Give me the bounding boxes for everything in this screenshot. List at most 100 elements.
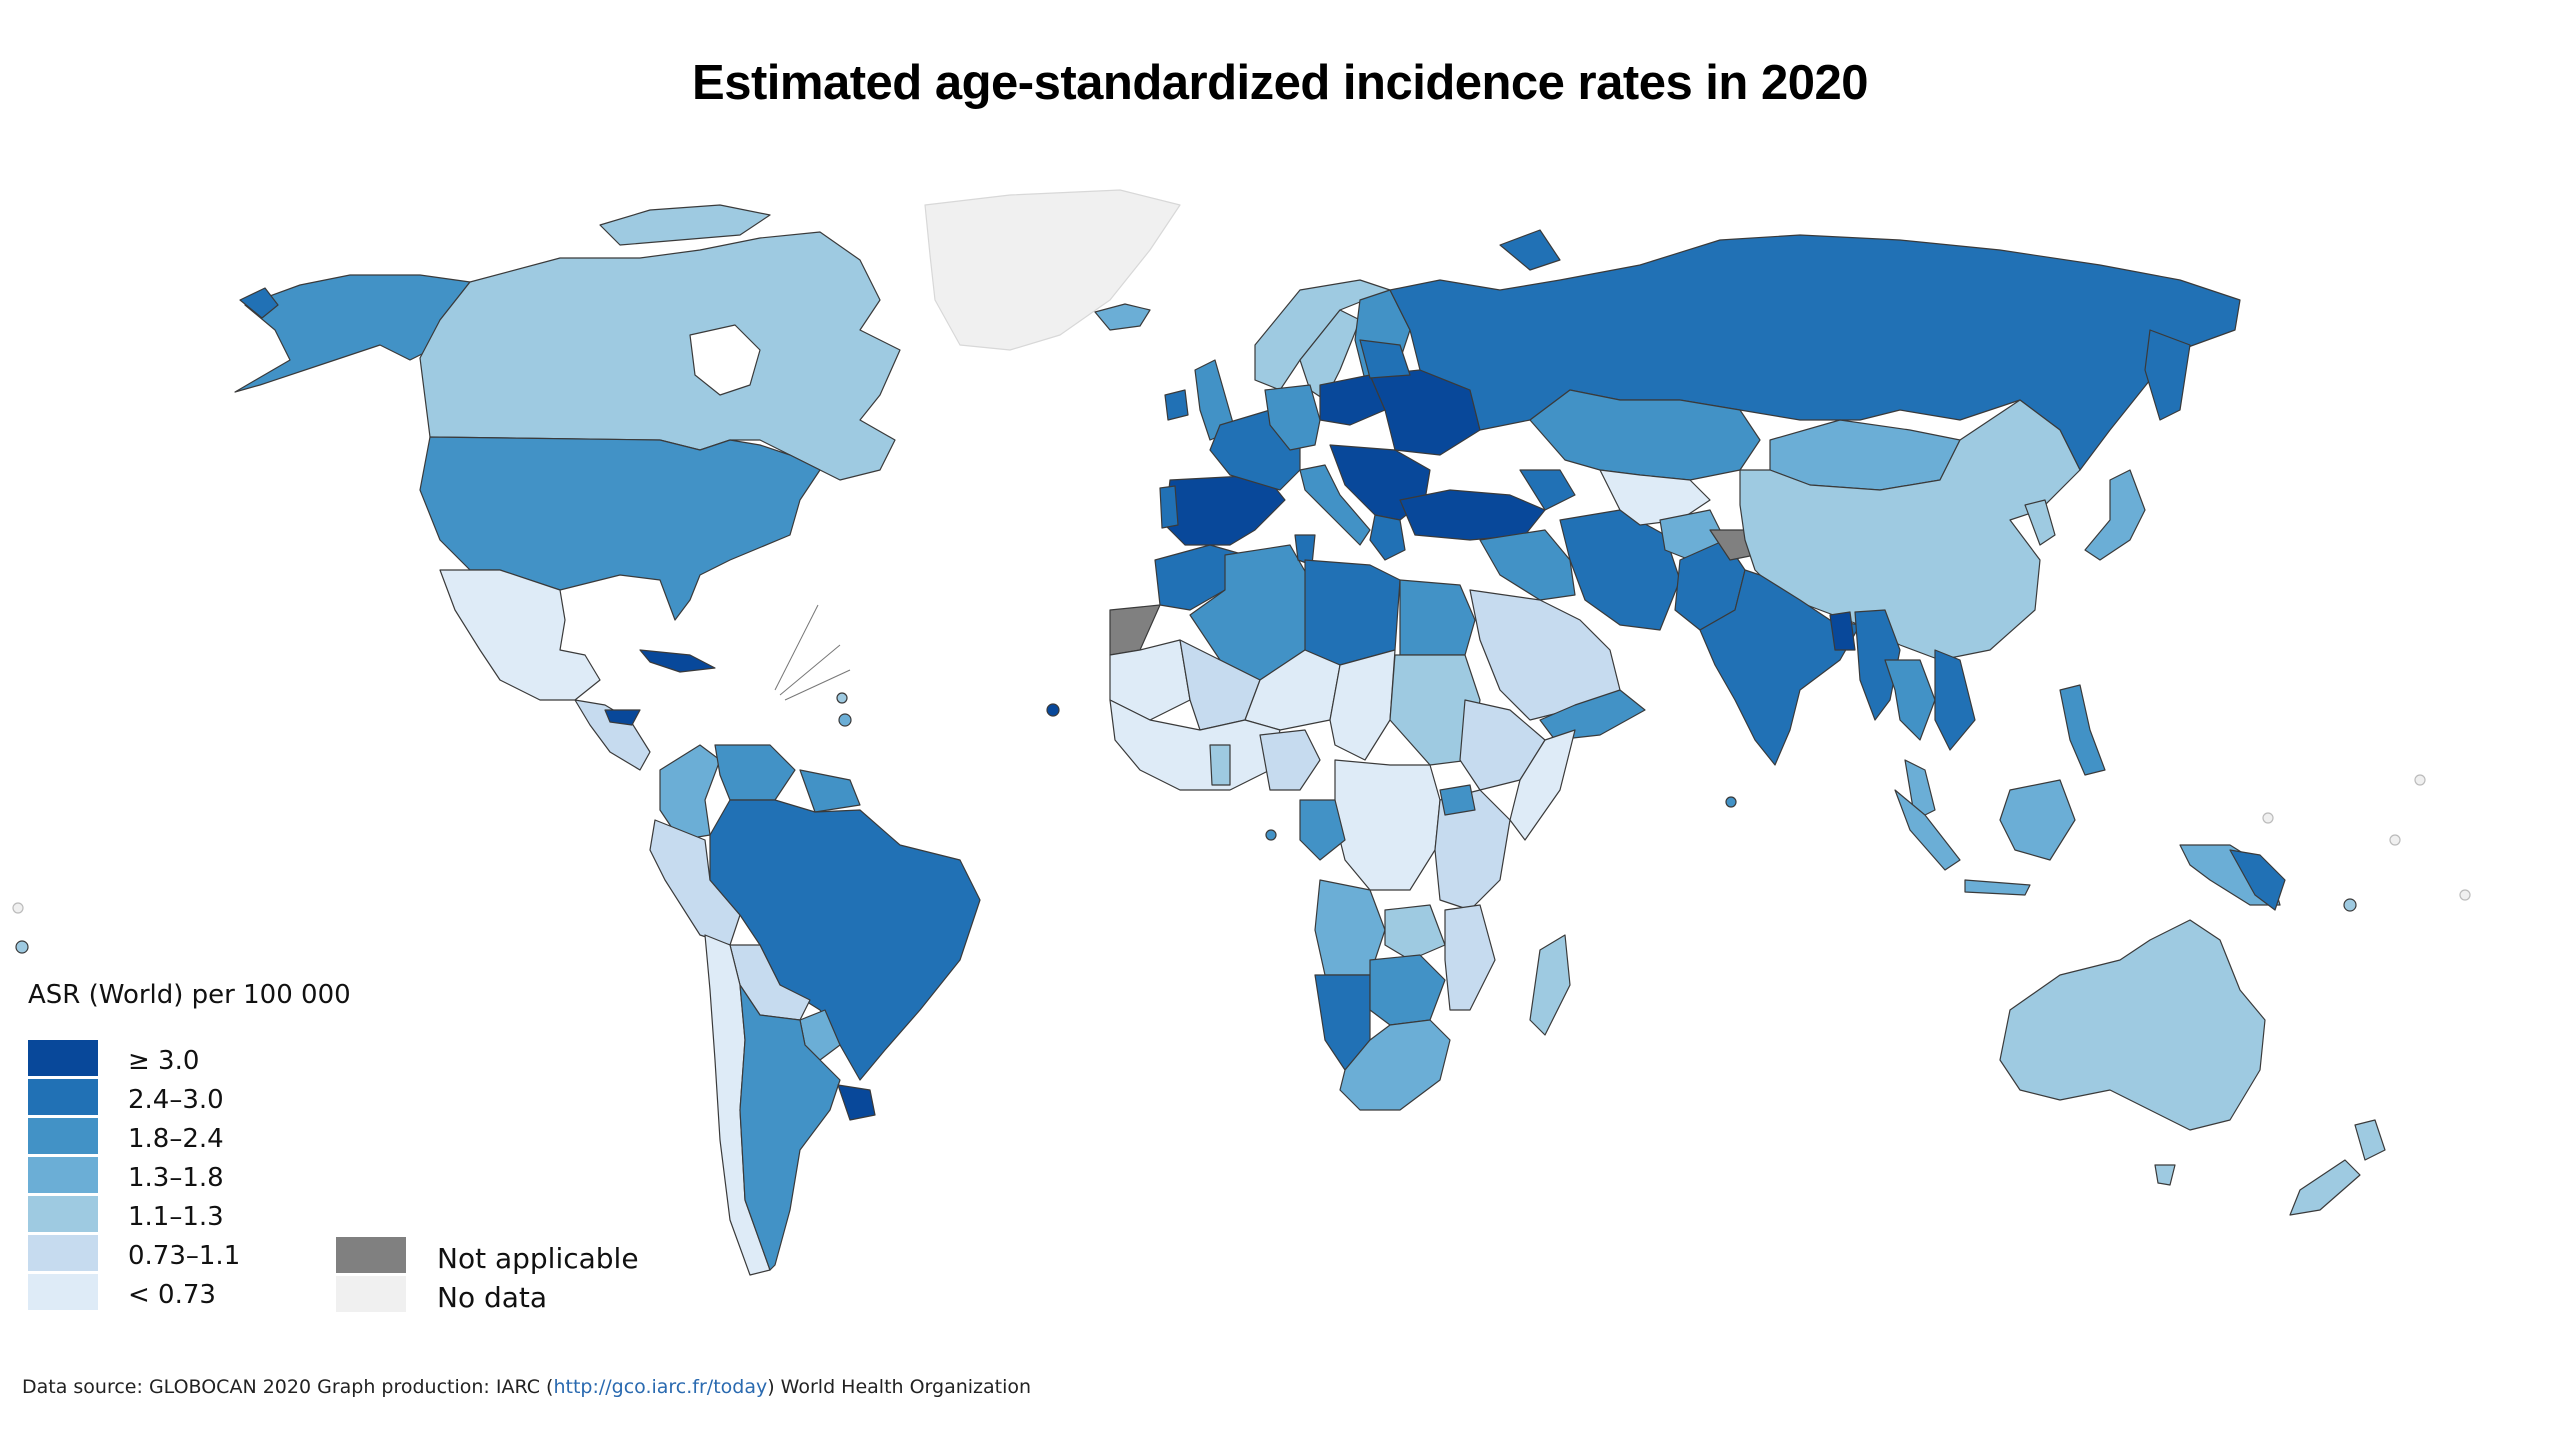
region-india bbox=[1699, 569, 1861, 766]
legend-label-1: ≥ 3.0 bbox=[128, 1046, 200, 1076]
legend-swatch-1 bbox=[28, 1040, 98, 1076]
region-central-america bbox=[574, 699, 651, 771]
region-kenya-tanzania bbox=[1434, 789, 1511, 911]
legend-label-4: 1.3–1.8 bbox=[128, 1163, 224, 1193]
source-link[interactable]: http://gco.iarc.fr/today bbox=[553, 1376, 768, 1398]
region-uruguay bbox=[837, 1084, 876, 1121]
region-ireland bbox=[1164, 389, 1189, 421]
region-nigeria bbox=[1259, 729, 1321, 791]
region-south-africa bbox=[1339, 1019, 1451, 1111]
legend-swatch-4 bbox=[28, 1157, 98, 1193]
region-botswana-zimbabwe bbox=[1369, 954, 1446, 1026]
region-pacific-2 bbox=[2262, 812, 2274, 824]
region-caribbean-2 bbox=[836, 692, 848, 704]
region-italy bbox=[1299, 464, 1371, 546]
region-cape-verde bbox=[1046, 703, 1060, 717]
region-alaska bbox=[234, 274, 471, 393]
legend-label-2: 2.4–3.0 bbox=[128, 1085, 224, 1115]
region-argentina bbox=[739, 984, 841, 1271]
legend-label-not-applicable: Not applicable bbox=[437, 1242, 639, 1275]
region-mozambique bbox=[1444, 904, 1496, 1011]
source-prefix: Data source: GLOBOCAN 2020 Graph product… bbox=[22, 1376, 554, 1398]
region-portugal bbox=[1159, 485, 1179, 529]
region-turkey bbox=[1399, 489, 1546, 541]
region-iceland bbox=[1094, 303, 1151, 331]
region-guianas bbox=[799, 769, 861, 813]
region-pacific-3 bbox=[2414, 774, 2426, 786]
region-sumatra bbox=[1894, 789, 1961, 871]
region-java bbox=[1964, 879, 2031, 896]
region-venezuela bbox=[714, 744, 796, 801]
region-hudson-bay bbox=[689, 324, 761, 396]
region-honduras bbox=[604, 709, 641, 726]
region-bangladesh bbox=[1829, 611, 1856, 651]
legend-swatch-5 bbox=[28, 1196, 98, 1232]
region-thailand bbox=[1884, 659, 1936, 741]
callout-line bbox=[774, 604, 819, 691]
region-pacific-4 bbox=[2389, 834, 2401, 846]
region-iraq-syria bbox=[1479, 529, 1576, 601]
region-madagascar bbox=[1529, 934, 1571, 1036]
region-cuba bbox=[639, 649, 716, 673]
region-russia-north bbox=[1499, 229, 1561, 271]
region-pacific-5 bbox=[2459, 889, 2471, 901]
legend-swatch-no-data bbox=[336, 1276, 406, 1312]
region-mexico bbox=[439, 569, 601, 701]
callout-line bbox=[779, 644, 841, 696]
source-suffix: ) World Health Organization bbox=[767, 1376, 1032, 1398]
region-kazakhstan bbox=[1529, 389, 1761, 481]
region-uganda bbox=[1439, 784, 1476, 816]
legend-swatch-3 bbox=[28, 1118, 98, 1154]
region-vietnam bbox=[1934, 649, 1976, 751]
legend-label-3: 1.8–2.4 bbox=[128, 1124, 224, 1154]
region-libya bbox=[1304, 559, 1401, 666]
callout-line bbox=[784, 669, 851, 701]
region-chad bbox=[1329, 649, 1396, 761]
region-caucasus bbox=[1519, 469, 1576, 511]
legend-label-7: < 0.73 bbox=[128, 1280, 216, 1310]
legend-label-no-data: No data bbox=[437, 1281, 548, 1314]
region-colombia bbox=[659, 744, 721, 841]
page-title: Estimated age-standardized incidence rat… bbox=[692, 56, 1868, 110]
region-philippines bbox=[2059, 684, 2106, 776]
region-fiji bbox=[2343, 898, 2357, 912]
region-myanmar bbox=[1854, 609, 1901, 721]
region-somalia bbox=[1509, 729, 1576, 841]
region-gabon-congo bbox=[1299, 799, 1346, 861]
region-alaska-west bbox=[239, 287, 279, 319]
region-car-drc bbox=[1334, 759, 1441, 891]
region-png bbox=[2229, 849, 2286, 911]
region-korea bbox=[2024, 499, 2056, 546]
legend-title: ASR (World) per 100 000 bbox=[28, 980, 351, 1010]
region-pacific-6 bbox=[12, 902, 24, 914]
region-greenland bbox=[924, 189, 1181, 351]
region-australia bbox=[1999, 919, 2266, 1131]
region-pacific-1 bbox=[15, 940, 29, 954]
region-borneo bbox=[1999, 779, 2076, 861]
legend-label-6: 0.73–1.1 bbox=[128, 1241, 241, 1271]
region-baltics bbox=[1359, 339, 1411, 379]
region-mongolia bbox=[1769, 419, 1961, 491]
legend-swatch-7 bbox=[28, 1274, 98, 1310]
legend-swatch-6 bbox=[28, 1235, 98, 1271]
region-mauritius bbox=[1725, 796, 1737, 808]
region-sao-tome bbox=[1265, 829, 1277, 841]
region-zambia bbox=[1384, 904, 1446, 961]
region-japan bbox=[2084, 469, 2146, 561]
legend-swatch-not-applicable bbox=[336, 1237, 406, 1273]
legend-label-5: 1.1–1.3 bbox=[128, 1202, 224, 1232]
region-central-asia bbox=[1599, 469, 1711, 526]
region-poland bbox=[1319, 374, 1386, 426]
region-canada-arctic bbox=[599, 204, 771, 246]
legend-swatch-2 bbox=[28, 1079, 98, 1115]
region-tasmania bbox=[2154, 1164, 2176, 1186]
region-new-zealand-north bbox=[2354, 1119, 2386, 1161]
region-germany bbox=[1264, 384, 1321, 451]
region-greece bbox=[1369, 514, 1406, 561]
source-line: Data source: GLOBOCAN 2020 Graph product… bbox=[22, 1376, 1031, 1398]
region-new-zealand-south bbox=[2289, 1159, 2361, 1216]
region-caribbean-1 bbox=[838, 713, 852, 727]
region-ghana bbox=[1209, 744, 1231, 786]
region-egypt bbox=[1399, 579, 1476, 656]
